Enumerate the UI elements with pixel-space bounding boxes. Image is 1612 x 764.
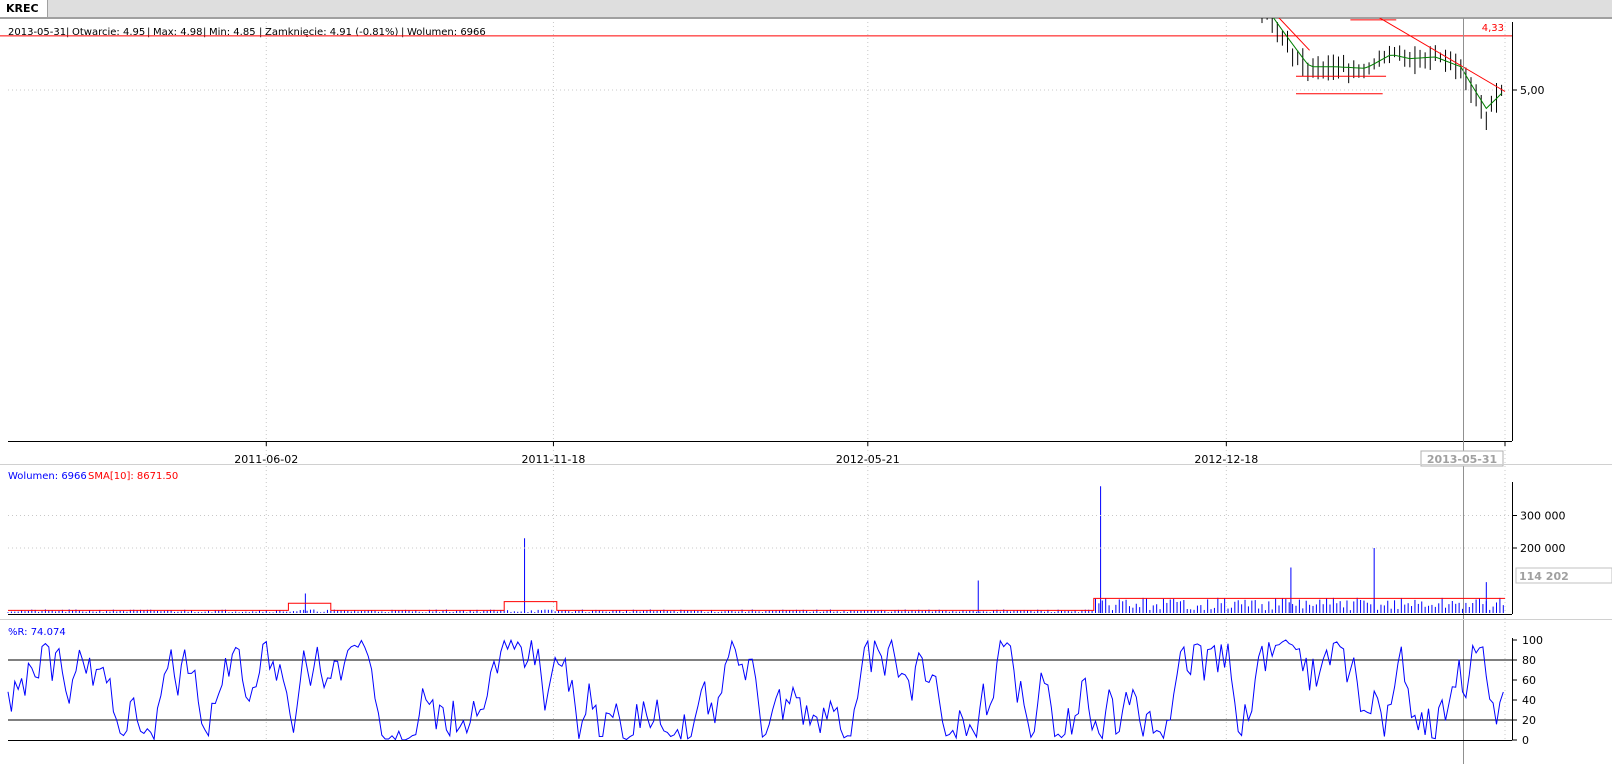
williams-r-tick-label: 20	[1522, 714, 1536, 727]
info-sep-2: |	[147, 27, 150, 38]
main-pane-background	[0, 18, 1612, 764]
info-sep-3: |	[203, 27, 206, 38]
date-tick-label: 2011-06-02	[234, 453, 298, 466]
volume-tick-label: 200 000	[1520, 542, 1566, 555]
volume-bars: 300 000 200 000	[7, 486, 1566, 613]
tab-bar: KREC	[0, 0, 1612, 18]
time-axis: 2011-06-02 2011-11-18 2012-05-21 2012-12-18	[234, 441, 1506, 466]
volume-sma-legend: SMA[10]: 8671.50	[88, 471, 178, 482]
cursor-date-label: 2013-05-31	[1427, 453, 1497, 466]
date-tick-label: 2012-05-21	[836, 453, 900, 466]
volume-tick-label: 300 000	[1520, 510, 1566, 523]
grid-lines	[8, 22, 1512, 740]
info-sep-5: |	[401, 27, 404, 38]
williams-r-tick-label: 100	[1522, 634, 1543, 647]
trend-lines	[1278, 18, 1506, 95]
price-tick-label: 5,00	[1520, 84, 1545, 97]
info-open: Otwarcie: 4.95	[72, 27, 145, 38]
williams-r-tick-label: 40	[1522, 694, 1536, 707]
trend-line	[1378, 18, 1506, 92]
cursor-date-box[interactable]	[1420, 450, 1504, 467]
date-tick-label: 2012-12-18	[1194, 453, 1258, 466]
info-date: 2013-05-31	[8, 27, 66, 38]
williams-r-series	[7, 638, 1504, 742]
volume-badge-box	[1515, 567, 1612, 584]
info-min: Min: 4.85	[209, 27, 256, 38]
williams-r-tick-label: 60	[1522, 674, 1536, 687]
info-sep-1: |	[66, 27, 69, 38]
williams-r-legend: %R: 74.074	[8, 627, 66, 638]
williams-r-tick-label: 0	[1522, 734, 1529, 747]
info-sep-4: |	[259, 27, 262, 38]
horizontal-levels: 4,333,743,122,622,412,30	[0, 23, 1512, 37]
williams-r-line: 100 80 60 40 20 0	[7, 634, 1543, 747]
info-volume: Wolumen: 6966	[407, 27, 486, 38]
date-tick-label: 2011-11-18	[521, 453, 585, 466]
info-close: Zamknięcie: 4.91 (-0.81%)	[265, 27, 398, 38]
tab-krec[interactable]: KREC	[0, 0, 48, 17]
williams-r-tick-label: 80	[1522, 654, 1536, 667]
volume-legend: Wolumen: 6966	[8, 471, 87, 482]
level-label: 4,33	[1482, 23, 1504, 34]
info-max: Max: 4.98	[153, 27, 203, 38]
stock-chart: 2013-05-31 | Otwarcie: 4.95 | Max: 4.98 …	[0, 18, 1612, 764]
volume-sma-line	[8, 597, 1505, 611]
volume-badge: 114 202	[1519, 570, 1569, 583]
